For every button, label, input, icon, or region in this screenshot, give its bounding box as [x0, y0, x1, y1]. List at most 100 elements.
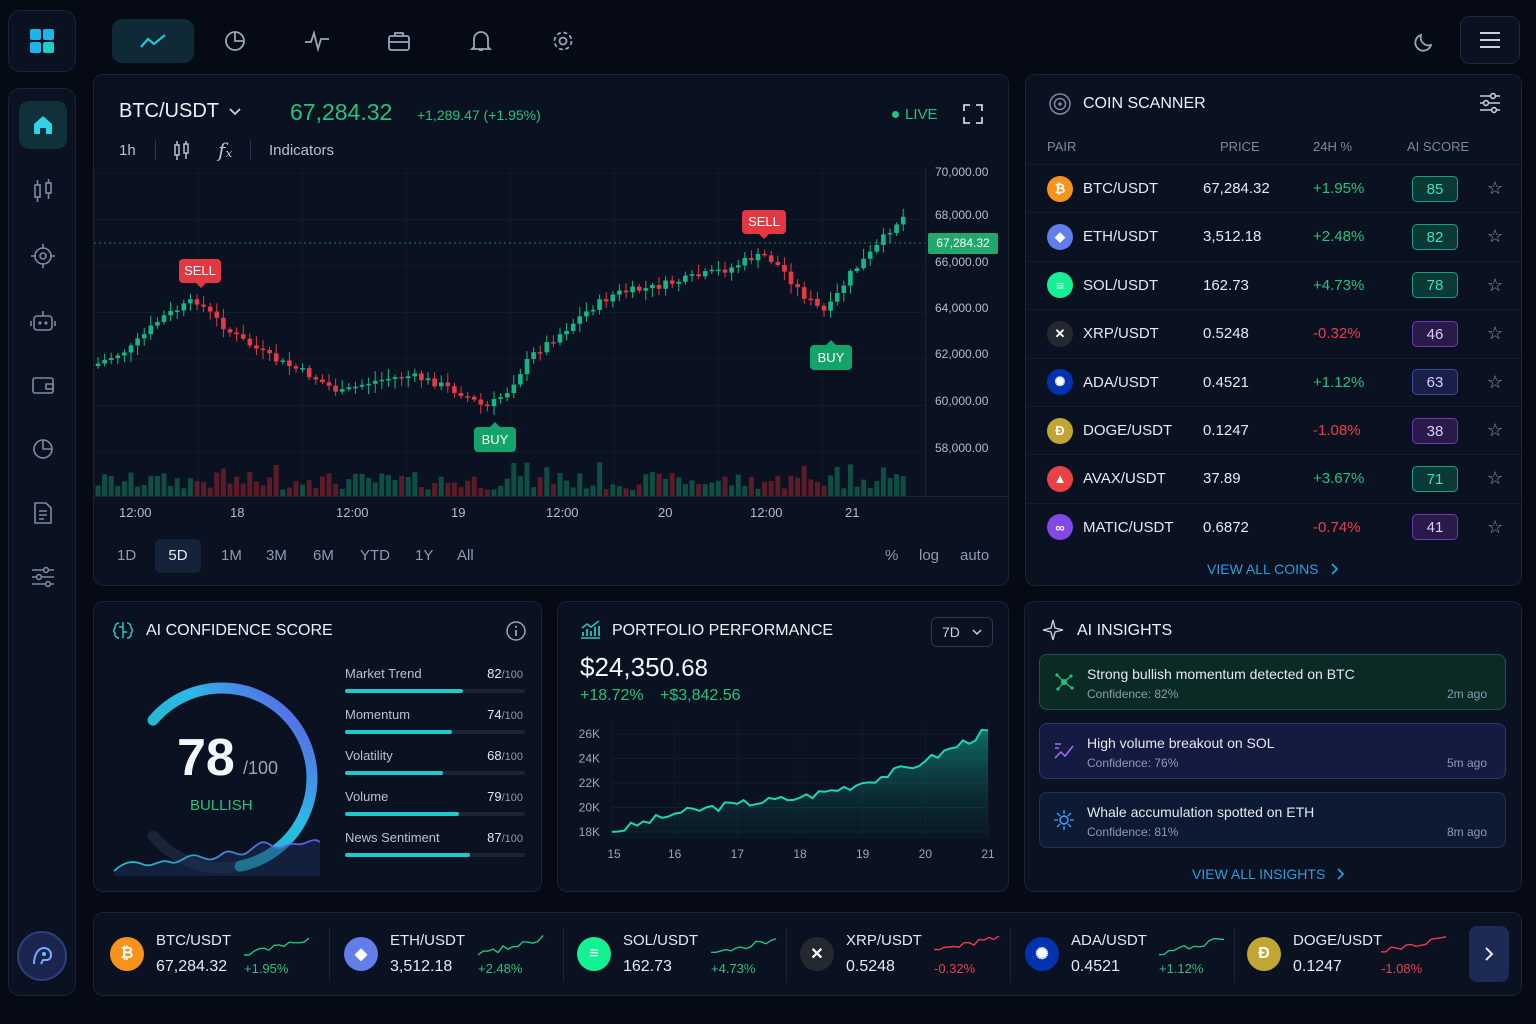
volume-bar	[821, 485, 827, 496]
ticker-item[interactable]: ◆ ETH/USDT 3,512.18 +2.48%	[344, 913, 554, 995]
timeframe-3m[interactable]: 3M	[266, 547, 287, 564]
view-all-coins-link[interactable]: VIEW ALL COINS	[1207, 561, 1339, 577]
scanner-row[interactable]: ▲ AVAX/USDT 37.89 +3.67% 71 ☆	[1027, 454, 1521, 502]
buy-marker[interactable]: BUY	[474, 422, 516, 452]
favorite-star-icon[interactable]: ☆	[1487, 323, 1504, 344]
timeframe-6m[interactable]: 6M	[313, 547, 334, 564]
indicators-button[interactable]: Indicators	[269, 142, 335, 159]
x-axis-label: 20	[658, 505, 673, 520]
timeframe-1m[interactable]: 1M	[221, 547, 242, 564]
candle	[504, 393, 510, 398]
volume-bar	[399, 475, 405, 496]
chart-type-button[interactable]	[172, 140, 192, 167]
nav-alerts[interactable]	[440, 19, 522, 63]
ticker-item[interactable]: Ð DOGE/USDT 0.1247 -1.08%	[1247, 913, 1457, 995]
log-toggle[interactable]: log	[919, 547, 940, 564]
nav-trend[interactable]	[112, 19, 194, 63]
ticker-item[interactable]: ✺ ADA/USDT 0.4521 +1.12%	[1025, 913, 1235, 995]
sidebar-item-scanner[interactable]	[19, 232, 67, 280]
sidebar-item-reports[interactable]	[19, 489, 67, 537]
sidebar-item-filters[interactable]	[19, 553, 67, 601]
ticker-next-button[interactable]	[1469, 926, 1509, 982]
candle	[438, 382, 444, 387]
y-tick-label: 22K	[579, 776, 600, 790]
nav-briefcase[interactable]	[358, 19, 440, 63]
sidebar-item-charts[interactable]	[19, 167, 67, 215]
col-header-price[interactable]: PRICE	[1220, 139, 1260, 154]
timeframe-ytd[interactable]: YTD	[360, 547, 390, 564]
favorite-star-icon[interactable]: ☆	[1487, 274, 1504, 295]
ticker-item[interactable]: ✕ XRP/USDT 0.5248 -0.32%	[800, 913, 1010, 995]
scanner-filter-button[interactable]	[1478, 92, 1502, 119]
scanner-row[interactable]: ∞ MATIC/USDT 0.6872 -0.74% 41 ☆	[1027, 502, 1521, 551]
candle	[221, 317, 226, 330]
timeframe-5d[interactable]: 5D	[155, 539, 201, 573]
volume-bar	[808, 479, 814, 496]
function-icon: 𝑓ₓ	[218, 138, 233, 162]
volume-bar	[689, 480, 695, 496]
menu-button[interactable]	[1460, 16, 1520, 64]
period-selector[interactable]: 7D	[931, 617, 993, 647]
ai-score-badge: 38	[1412, 417, 1458, 444]
favorite-star-icon[interactable]: ☆	[1487, 420, 1504, 440]
nav-settings[interactable]	[522, 19, 604, 63]
candle	[808, 298, 814, 301]
favorite-star-icon[interactable]: ☆	[1487, 516, 1504, 537]
favorite-star-icon[interactable]: ☆	[1487, 226, 1504, 247]
candles-icon	[34, 179, 52, 202]
scanner-row[interactable]: Ð DOGE/USDT 0.1247 -1.08% 38 ☆	[1027, 406, 1521, 454]
favorite-star-icon[interactable]: ☆	[1487, 178, 1504, 198]
favorite-star-icon[interactable]: ☆	[1487, 468, 1504, 489]
ticker-item[interactable]: ≡ SOL/USDT 162.73 +4.73%	[577, 913, 787, 995]
metric-bar-fill	[345, 853, 471, 857]
nav-activity[interactable]	[276, 19, 358, 63]
col-header-pair[interactable]: PAIR	[1047, 139, 1077, 154]
info-button[interactable]	[505, 620, 527, 647]
scanner-row[interactable]: ≡ SOL/USDT 162.73 +4.73% 78 ☆	[1027, 260, 1521, 309]
candle	[234, 332, 239, 335]
percent-toggle[interactable]: %	[885, 547, 899, 564]
scanner-row[interactable]: ₿ BTC/USDT 67,284.32 +1.95% 85 ☆	[1027, 164, 1521, 212]
candle	[551, 342, 556, 344]
view-all-insights-link[interactable]: VIEW ALL INSIGHTS	[1192, 866, 1345, 882]
col-header-change[interactable]: 24H %	[1313, 139, 1353, 154]
metric-score: 87	[487, 830, 502, 845]
favorite-star-icon[interactable]: ☆	[1487, 371, 1504, 392]
timeframe-1d[interactable]: 1D	[117, 547, 137, 564]
sidebar-item-bot[interactable]	[19, 297, 67, 345]
ticker-item[interactable]: ₿ BTC/USDT 67,284.32 +1.95%	[110, 913, 320, 995]
candlestick-chart[interactable]	[94, 168, 926, 498]
volume-bar	[788, 475, 794, 496]
theme-toggle[interactable]	[1404, 22, 1444, 62]
timeframe-all[interactable]: All	[457, 547, 474, 564]
insight-item[interactable]: Strong bullish momentum detected on BTC …	[1039, 654, 1506, 710]
ai-avatar[interactable]	[17, 931, 67, 981]
nav-portfolio[interactable]	[194, 19, 276, 63]
interval-selector[interactable]: 1h	[119, 142, 136, 159]
portfolio-area-chart[interactable]: 26K 24K 22K 20K 18K 15 16 17 18 19 20 21	[570, 712, 1000, 867]
function-button[interactable]: 𝑓ₓ	[218, 138, 233, 162]
scanner-price: 67,284.32	[1203, 180, 1270, 197]
candle	[584, 311, 589, 317]
sidebar-item-wallet[interactable]	[19, 361, 67, 409]
insight-item[interactable]: High volume breakout on SOL Confidence: …	[1039, 723, 1506, 779]
scanner-row[interactable]: ✺ ADA/USDT 0.4521 +1.12% 63 ☆	[1027, 357, 1521, 406]
scanner-row[interactable]: ✕ XRP/USDT 0.5248 -0.32% 46 ☆	[1027, 309, 1521, 357]
fullscreen-button[interactable]	[962, 103, 984, 130]
chevron-down-icon	[972, 628, 982, 635]
sidebar-item-analytics[interactable]	[19, 425, 67, 473]
sell-marker[interactable]: SELL	[179, 259, 221, 288]
volume-bar	[616, 486, 622, 496]
sell-marker[interactable]: SELL	[742, 210, 786, 239]
scanner-price: 0.6872	[1203, 518, 1249, 536]
insight-item[interactable]: Whale accumulation spotted on ETH Confid…	[1039, 792, 1506, 848]
col-header-ai-score[interactable]: AI SCORE	[1407, 139, 1470, 154]
app-logo[interactable]	[8, 10, 76, 72]
candle	[227, 329, 233, 333]
timeframe-1y[interactable]: 1Y	[415, 547, 434, 564]
sidebar-item-home[interactable]	[19, 101, 67, 149]
buy-marker[interactable]: BUY	[810, 340, 852, 370]
auto-toggle[interactable]: auto	[960, 547, 990, 564]
pair-selector[interactable]: BTC/USDT	[119, 100, 241, 123]
scanner-row[interactable]: ◆ ETH/USDT 3,512.18 +2.48% 82 ☆	[1027, 212, 1521, 260]
